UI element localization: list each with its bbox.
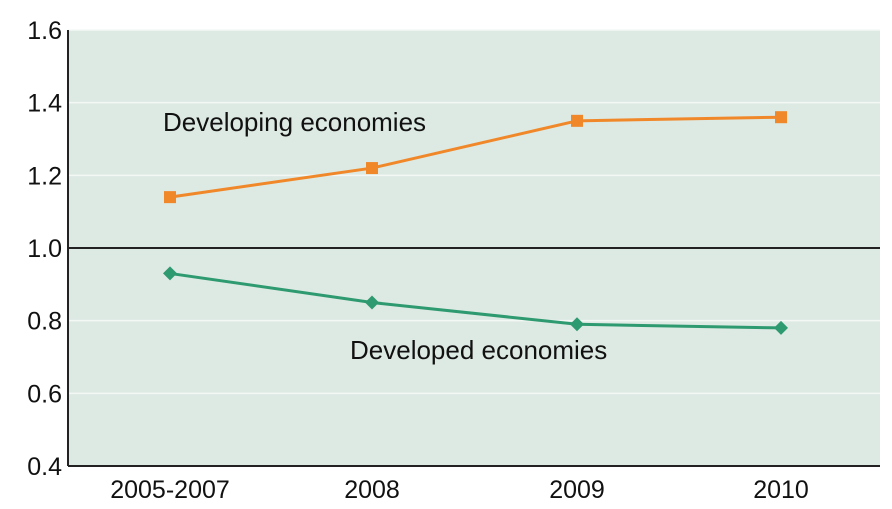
y-tick-label: 1.6 [27,17,62,45]
y-tick-label: 1.4 [27,90,62,118]
data-point [570,317,584,332]
gridlines [68,29,880,395]
data-point [163,266,177,281]
y-tick-label: 0.4 [27,453,62,481]
y-tick-label: 1.2 [27,162,62,190]
y-tick-label: 1.0 [27,235,62,263]
data-point [366,162,378,175]
y-tick-label: 0.6 [27,380,62,408]
data-point [774,320,788,335]
x-tick-labels: 2005-2007 2008 2009 2010 [110,476,809,504]
data-point [365,295,379,310]
series-line-1 [169,271,782,330]
x-tick-label: 2009 [549,476,605,504]
series-label-developed: Developed economies [350,335,607,365]
x-tick-label: 2008 [344,476,400,504]
series-line-0 [169,115,782,199]
data-point [571,114,583,127]
x-tick-label: 2005-2007 [110,476,230,504]
y-tick-labels: 0.4 0.6 0.8 1.0 1.2 1.4 1.6 [27,17,62,481]
data-point [775,111,787,124]
series-label-developing: Developing economies [163,107,426,137]
series-group [163,111,788,335]
y-tick-label: 0.8 [27,308,62,336]
data-point [164,191,176,204]
x-tick-label: 2010 [753,476,809,504]
